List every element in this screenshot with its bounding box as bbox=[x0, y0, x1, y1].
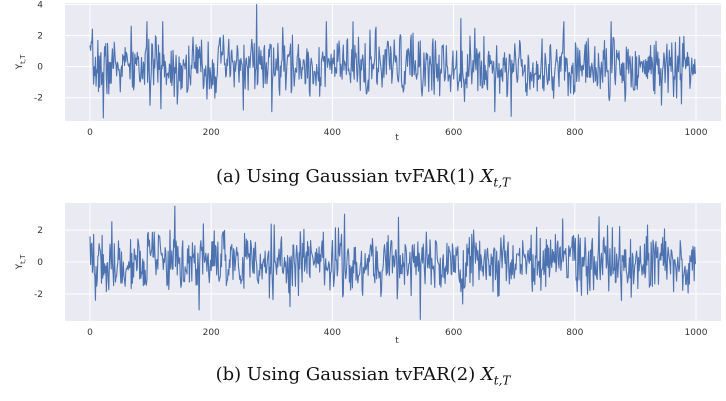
figure-b: 0 200 400 600 800 1000 -2 0 2 t Yt,T (b) Using Gau… bbox=[0, 200, 726, 401]
x-tick-label: 200 bbox=[203, 128, 220, 138]
x-tick-label: 0 bbox=[87, 328, 93, 338]
series-line bbox=[89, 205, 696, 320]
y-axis-label-sub: t,T bbox=[19, 54, 27, 64]
caption-b-math-main: X bbox=[480, 364, 494, 385]
x-tick-label: 600 bbox=[445, 328, 462, 338]
y-tick-label: 0 bbox=[37, 258, 43, 268]
y-tick-label: 4 bbox=[37, 1, 43, 11]
x-tick-label: 1000 bbox=[685, 128, 708, 138]
y-axis-label-main: Y bbox=[15, 263, 25, 270]
x-tick-label: 400 bbox=[324, 328, 341, 338]
y-tick-label: 0 bbox=[37, 63, 43, 73]
y-tick-label: 2 bbox=[37, 32, 43, 42]
caption-b-math-sub: t,T bbox=[493, 373, 511, 388]
y-tick-label: 2 bbox=[37, 226, 43, 236]
x-tick-label: 0 bbox=[87, 128, 93, 138]
x-tick-label: 400 bbox=[324, 128, 341, 138]
x-axis-label: t bbox=[395, 133, 399, 143]
caption-a: (a) Using Gaussian tvFAR(1) Xt,T bbox=[0, 166, 726, 190]
chart-a: 0 200 400 600 800 1000 -2 0 2 4 t Yt,T bbox=[15, 1, 721, 143]
caption-a-text: (a) Using Gaussian tvFAR(1) bbox=[215, 166, 481, 187]
y-axis-label-main: Y bbox=[15, 63, 25, 70]
x-axis-label: t bbox=[395, 336, 399, 346]
y-tick-label: -2 bbox=[34, 94, 43, 104]
y-axis-label: Yt,T bbox=[15, 254, 27, 270]
x-tick-label: 600 bbox=[445, 128, 462, 138]
caption-b-math: Xt,T bbox=[480, 364, 511, 388]
series-line bbox=[89, 4, 696, 119]
x-tick-label: 800 bbox=[566, 128, 583, 138]
figure-a: 0 200 400 600 800 1000 -2 0 2 4 t Yt,T (a) Using Ga… bbox=[0, 0, 726, 200]
chart-b: 0 200 400 600 800 1000 -2 0 2 t Yt,T bbox=[15, 203, 721, 346]
caption-b-text: (b) Using Gaussian tvFAR(2) bbox=[215, 364, 481, 385]
x-tick-label: 200 bbox=[203, 328, 220, 338]
x-tick-label: 800 bbox=[566, 328, 583, 338]
caption-a-math-sub: t,T bbox=[493, 175, 511, 190]
y-axis-label-sub: t,T bbox=[19, 254, 27, 264]
caption-b: (b) Using Gaussian tvFAR(2) Xt,T bbox=[0, 364, 726, 388]
y-axis-label: Yt,T bbox=[15, 54, 27, 70]
caption-a-math: Xt,T bbox=[480, 166, 511, 190]
caption-a-math-main: X bbox=[480, 166, 494, 187]
x-tick-label: 1000 bbox=[685, 328, 708, 338]
y-tick-label: -2 bbox=[34, 290, 43, 300]
